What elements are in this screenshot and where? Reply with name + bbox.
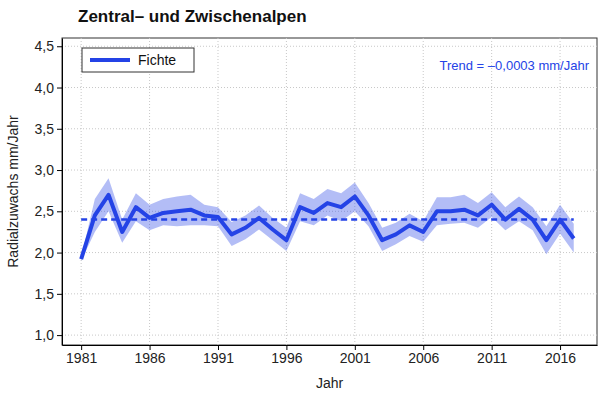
grid-line <box>62 170 597 171</box>
grid-line <box>217 38 218 345</box>
tick-label: 4,0 <box>35 79 55 95</box>
tick: 2006 <box>408 345 439 366</box>
tick-label: 1981 <box>66 350 97 366</box>
grid <box>62 38 597 345</box>
tick-label: 2016 <box>545 350 576 366</box>
tick: 2,5 <box>35 203 62 219</box>
tick-mark <box>57 211 62 212</box>
tick: 1996 <box>271 345 302 366</box>
x-axis: 1981 1986 1991 1996 2001 2006 2011 2016 <box>63 345 598 366</box>
confidence-band <box>81 178 574 261</box>
tick-label: 1,0 <box>35 327 55 343</box>
x-axis-title: Jahr <box>316 375 344 391</box>
grid-line <box>62 252 597 253</box>
tick: 4,5 <box>35 38 62 54</box>
tick-mark <box>57 129 62 130</box>
tick-label: 4,5 <box>35 38 55 54</box>
chart: Trend = –0,0003 mm/Jahr 1,0 1,5 2,0 2,5 3,0 3,… <box>0 0 600 394</box>
tick-mark <box>57 88 62 89</box>
tick: 2,0 <box>35 245 62 261</box>
tick-mark <box>57 294 62 295</box>
tick-label: 1991 <box>203 350 234 366</box>
series-line <box>81 195 574 259</box>
trend-line <box>81 218 574 221</box>
tick: 1986 <box>134 345 165 366</box>
grid-line <box>423 38 424 345</box>
axis-line <box>63 345 598 346</box>
tick-mark <box>57 170 62 171</box>
marks <box>81 178 574 261</box>
legend-label: Fichte <box>138 52 176 68</box>
tick-label: 2001 <box>340 350 371 366</box>
trend-annotation: Trend = –0,0003 mm/Jahr <box>440 58 590 73</box>
tick: 2001 <box>340 345 371 366</box>
tick-label: 3,0 <box>35 162 55 178</box>
axis-line <box>62 39 63 346</box>
tick: 1,5 <box>35 286 62 302</box>
tick: 4,0 <box>35 79 62 95</box>
tick-label: 2011 <box>477 350 507 366</box>
legend-box <box>82 48 194 72</box>
grid-line <box>62 46 597 47</box>
tick-mark <box>57 46 62 47</box>
legend: Fichte <box>82 48 194 72</box>
tick: 1,0 <box>35 327 62 343</box>
tick: 3,0 <box>35 162 62 178</box>
y-axis-title: Radialzuwachs mm/Jahr <box>5 115 21 268</box>
title: Zentral– und Zwischenalpen <box>78 7 307 26</box>
grid-line <box>286 38 287 345</box>
tick-label: 2006 <box>408 350 439 366</box>
tick: 2011 <box>477 345 507 366</box>
plot-frame <box>62 38 597 345</box>
tick: 3,5 <box>35 121 62 137</box>
grid-line <box>62 128 597 129</box>
tick-label: 1996 <box>271 350 302 366</box>
grid-line <box>62 335 597 336</box>
grid-line <box>491 38 492 345</box>
tick-label: 2,0 <box>35 245 55 261</box>
y-axis: 1,0 1,5 2,0 2,5 3,0 3,5 4,0 4,5 <box>35 38 63 345</box>
tick-label: 1986 <box>134 350 165 366</box>
tick: 2016 <box>545 345 576 366</box>
tick: 1991 <box>203 345 234 366</box>
tick-mark <box>57 335 62 336</box>
grid-line <box>560 38 561 345</box>
tick-label: 3,5 <box>35 121 55 137</box>
tick: 1981 <box>66 345 97 366</box>
tick-label: 1,5 <box>35 286 55 302</box>
legend-swatch <box>90 58 130 62</box>
grid-line <box>62 87 597 88</box>
grid-line <box>62 293 597 294</box>
tick-label: 2,5 <box>35 203 55 219</box>
plot: Trend = –0,0003 mm/Jahr 1,0 1,5 2,0 2,5 3,0 3,… <box>35 38 598 366</box>
grid-line <box>81 38 82 345</box>
tick-mark <box>57 253 62 254</box>
grid-line <box>149 38 150 345</box>
